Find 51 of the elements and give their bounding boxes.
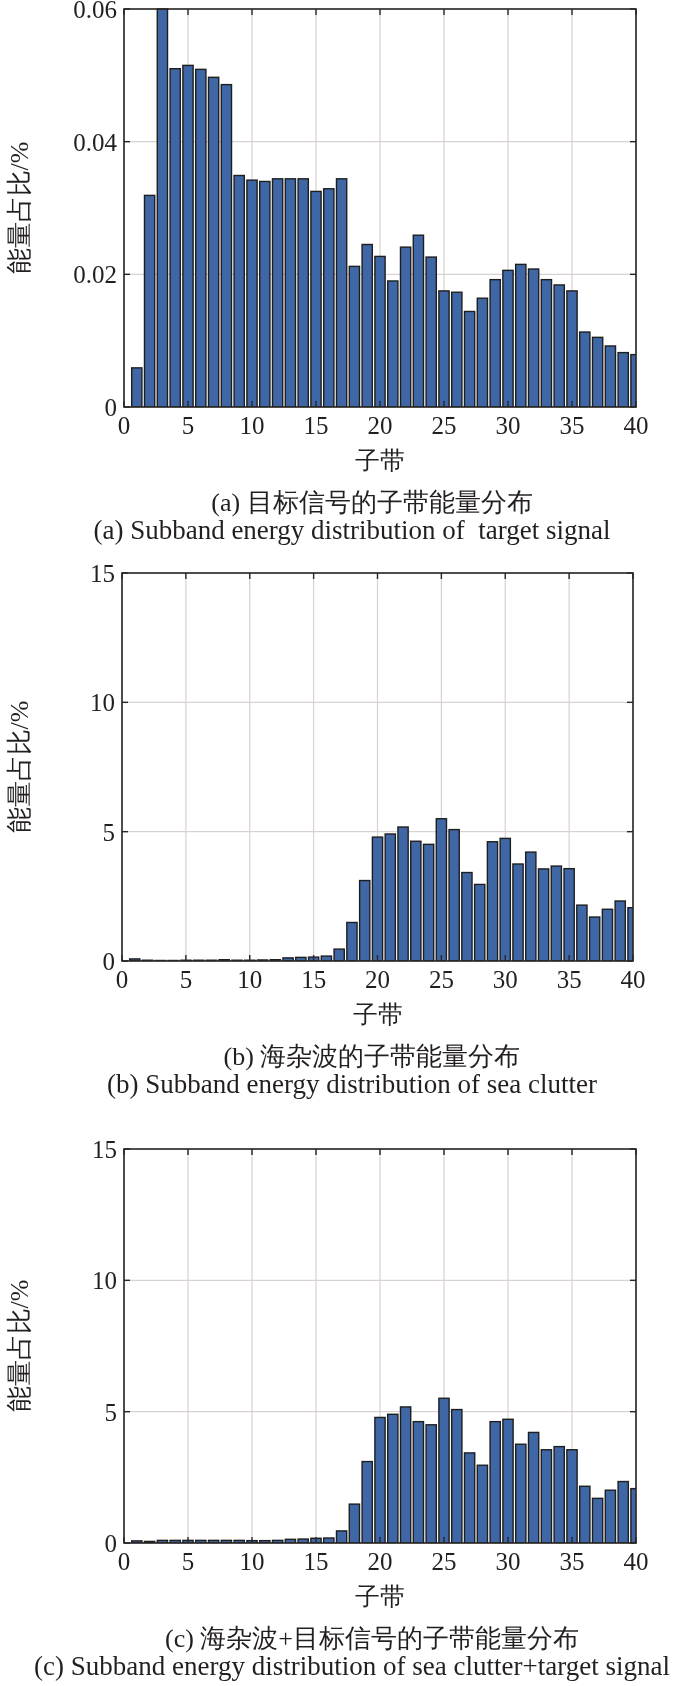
y-tick-label: 15 — [90, 560, 115, 587]
y-tick-label: 0.02 — [73, 261, 117, 289]
y-tick-label: 5 — [104, 1398, 117, 1426]
x-tick-label: 40 — [620, 966, 646, 993]
x-tick-label: 5 — [179, 966, 193, 993]
x-axis-title: 子带 — [355, 1583, 405, 1610]
y-axis-title: 能量占比/% — [5, 700, 34, 834]
x-tick-label: 10 — [237, 966, 263, 993]
caption: (a) 目标信号的子带能量分布 — [211, 488, 533, 517]
x-tick-label: 35 — [559, 1548, 585, 1575]
x-tick-label: 5 — [181, 412, 195, 439]
y-axis-title: 能量占比/% — [5, 1279, 34, 1413]
x-tick-label: 35 — [559, 412, 585, 439]
x-tick-label: 35 — [556, 966, 582, 993]
y-tick-label: 0 — [104, 1530, 117, 1557]
caption: (b) 海杂波的子带能量分布 — [223, 1042, 521, 1071]
x-tick-label: 25 — [431, 412, 457, 439]
x-tick-label: 25 — [428, 966, 454, 993]
x-tick-label: 15 — [303, 1548, 329, 1575]
y-tick-label: 5 — [102, 818, 115, 846]
y-tick-label: 0.04 — [73, 128, 117, 156]
x-tick-label: 20 — [367, 1548, 393, 1575]
x-tick-label: 30 — [495, 1548, 521, 1575]
x-tick-label: 10 — [239, 412, 265, 439]
y-tick-label: 0 — [104, 394, 117, 421]
x-tick-label: 0 — [115, 966, 129, 993]
x-tick-label: 0 — [117, 412, 131, 439]
y-tick-label: 10 — [92, 1267, 117, 1295]
x-tick-label: 25 — [431, 1548, 457, 1575]
caption-en: (b) Subband energy distribution of sea clutter — [107, 1069, 597, 1099]
x-tick-label: 15 — [301, 966, 327, 993]
x-axis-title: 子带 — [355, 447, 405, 474]
y-tick-label: 0.06 — [73, 0, 117, 23]
x-tick-label: 40 — [623, 412, 649, 439]
x-tick-label: 40 — [623, 1548, 649, 1575]
x-axis-title: 子带 — [352, 1001, 403, 1028]
y-tick-label: 10 — [90, 689, 115, 717]
y-axis-title: 能量占比/% — [5, 141, 34, 275]
y-tick-label: 15 — [92, 1136, 117, 1163]
x-tick-label: 20 — [367, 412, 393, 439]
y-tick-label: 0 — [102, 948, 115, 975]
x-tick-label: 30 — [492, 966, 518, 993]
x-tick-label: 5 — [181, 1548, 195, 1575]
x-tick-label: 0 — [117, 1548, 131, 1575]
caption: (c) 海杂波+目标信号的子带能量分布 — [165, 1624, 579, 1653]
x-tick-label: 20 — [365, 966, 390, 993]
caption-en: (c) Subband energy distribution of sea clutter+target signal — [34, 1651, 670, 1681]
x-tick-label: 10 — [239, 1548, 265, 1575]
x-tick-label: 30 — [495, 412, 521, 439]
x-tick-label: 15 — [303, 412, 329, 439]
caption-en: (a) Subband energy distribution of target signal — [93, 515, 611, 545]
